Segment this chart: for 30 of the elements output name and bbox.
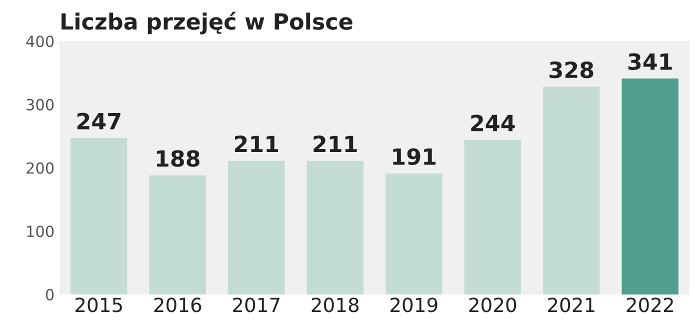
- data-label: 328: [550, 61, 594, 78]
- bar: [386, 173, 442, 294]
- x-tick-label: 2017: [233, 298, 280, 312]
- x-tick-label: 2020: [469, 298, 516, 312]
- y-tick-label: 200: [26, 162, 54, 174]
- x-tick-label: 2021: [548, 298, 594, 312]
- bar: [622, 78, 678, 294]
- x-tick-label: 2022: [626, 298, 673, 312]
- bar: [543, 86, 600, 294]
- data-label: 244: [471, 114, 515, 132]
- y-tick-label: 0: [46, 288, 54, 300]
- x-tick-label: 2016: [154, 298, 202, 312]
- bar: [306, 160, 364, 294]
- data-label: 211: [234, 136, 278, 152]
- x-tick-label: 2018: [312, 298, 359, 312]
- data-label: 341: [628, 53, 672, 70]
- y-tick-label: 400: [26, 36, 54, 48]
- x-tick-label: 2015: [76, 298, 122, 312]
- chart-title: Liczba przejęć w Polsce: [62, 12, 352, 34]
- bar: [228, 160, 285, 294]
- data-label: 247: [77, 112, 120, 130]
- bar: [464, 140, 521, 294]
- bar: [70, 138, 128, 294]
- data-label: 191: [393, 148, 436, 166]
- y-tick-label: 100: [27, 226, 54, 238]
- data-label: 188: [156, 150, 200, 167]
- x-tick-label: 2019: [390, 298, 438, 312]
- bar: [149, 175, 206, 294]
- y-tick-label: 300: [26, 98, 54, 110]
- data-label: 211: [314, 136, 357, 152]
